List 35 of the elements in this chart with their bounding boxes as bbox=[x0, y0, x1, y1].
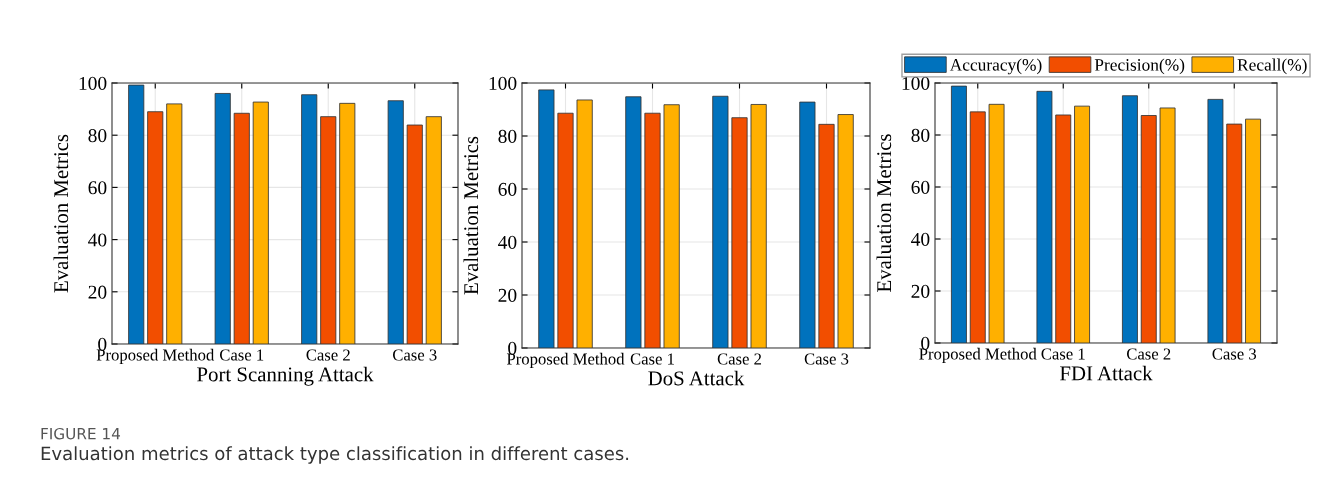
y-tick-label: 20 bbox=[88, 285, 107, 299]
x-tick-label: Case 2 bbox=[306, 349, 350, 361]
y-tick-label: 40 bbox=[88, 233, 107, 247]
y-tick-label: 80 bbox=[911, 128, 930, 142]
legend-label: Recall(%) bbox=[1237, 58, 1307, 75]
y-tick-label: 40 bbox=[911, 232, 930, 246]
y-tick-label: 80 bbox=[498, 129, 517, 143]
text: Evaluation metrics of attack type classification in different cases. bbox=[41, 446, 629, 464]
x-tick-label: Case 2 bbox=[717, 353, 762, 365]
x-axis-title: FDI Attack bbox=[1060, 365, 1153, 381]
y-axis-title: Evaluation Metrics bbox=[876, 134, 892, 292]
y-tick-label: 60 bbox=[498, 182, 517, 196]
y-tick-label: 20 bbox=[911, 284, 930, 298]
x-axis-title: DoS Attack bbox=[648, 370, 745, 386]
y-tick-label: 100 bbox=[902, 76, 930, 90]
y-tick-label: 60 bbox=[88, 181, 107, 195]
y-tick-label: 80 bbox=[88, 129, 107, 143]
y-tick-label: 100 bbox=[79, 76, 107, 90]
legend-label: Accuracy(%) bbox=[949, 58, 1042, 75]
x-tick-label: Case 1 bbox=[1041, 348, 1085, 360]
x-tick-label: Case 1 bbox=[219, 349, 264, 361]
y-axis-title: Evaluation Metrics bbox=[463, 136, 479, 295]
caption: FIGURE 14 bbox=[41, 427, 121, 440]
x-tick-label: Case 3 bbox=[1212, 348, 1257, 360]
x-tick-label: Case 2 bbox=[1126, 348, 1171, 360]
x-axis-title: Port Scanning Attack bbox=[197, 366, 374, 386]
y-tick-label: 100 bbox=[489, 76, 517, 90]
x-tick-label: Case 3 bbox=[392, 349, 437, 361]
y-tick-label: 20 bbox=[498, 288, 517, 302]
y-axis-title: Evaluation Metrics bbox=[53, 134, 69, 293]
y-tick-label: 60 bbox=[911, 180, 930, 194]
x-tick-label: Case 1 bbox=[630, 353, 674, 365]
legend-label: Precision(%) bbox=[1094, 58, 1185, 75]
x-tick-label: Case 3 bbox=[804, 353, 849, 365]
y-tick-label: 40 bbox=[498, 235, 517, 249]
